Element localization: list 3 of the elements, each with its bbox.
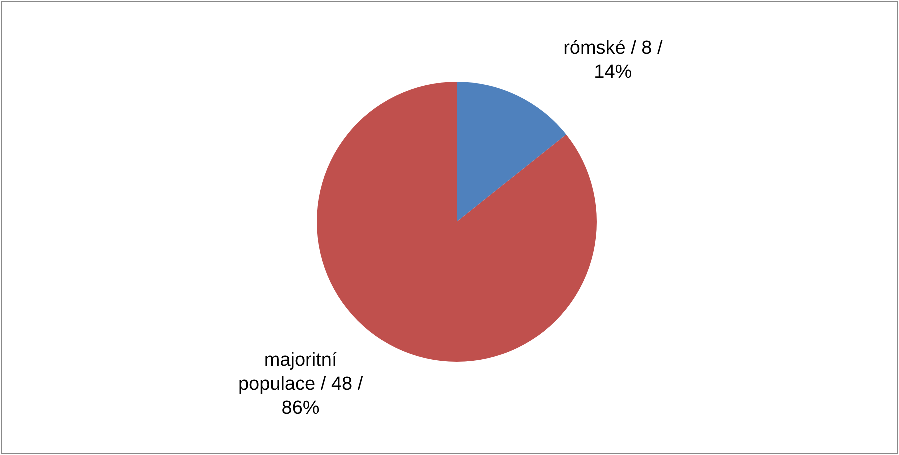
pie-slice xyxy=(457,82,566,222)
slice-label: majoritní populace / 48 / 86% xyxy=(238,350,364,420)
slice-label: rómské / 8 / 14% xyxy=(564,38,664,83)
